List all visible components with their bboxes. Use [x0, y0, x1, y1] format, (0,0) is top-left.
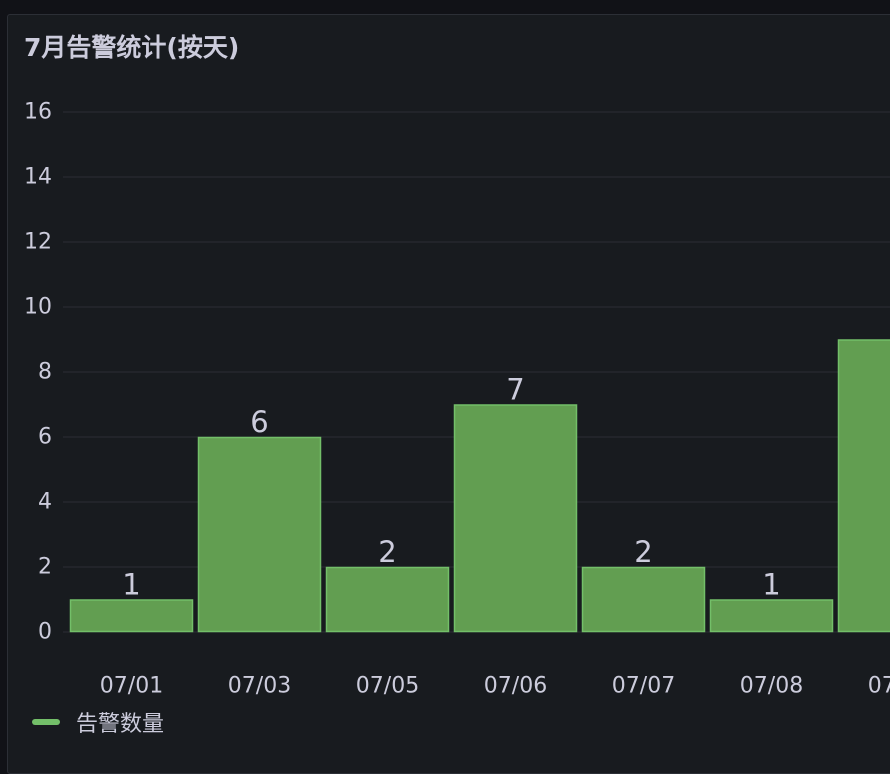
- bar-value-label: 7: [506, 373, 524, 407]
- bar[interactable]: [455, 405, 577, 632]
- y-tick-label: 10: [24, 295, 52, 320]
- bar-value-label: 2: [378, 535, 396, 569]
- x-tick-label: 07/08: [740, 674, 803, 699]
- x-axis-tick-labels: 07/01 07/03 07/05 07/06 07/07 07/08 07/09: [100, 674, 890, 699]
- bar-value-label: 1: [122, 568, 140, 602]
- y-tick-label: 8: [38, 360, 52, 385]
- x-tick-label: 07/01: [100, 674, 163, 699]
- bar[interactable]: [327, 568, 449, 632]
- bar-value-label: 2: [634, 535, 652, 569]
- y-tick-label: 12: [24, 230, 52, 255]
- y-tick-label: 14: [24, 165, 52, 190]
- y-axis-tick-labels: 0 2 4 6 8 10 12 14 16: [24, 100, 52, 645]
- bar-value-label: 1: [762, 568, 780, 602]
- bar[interactable]: [199, 438, 321, 632]
- legend-swatch-alarm-count: [32, 719, 60, 725]
- bar[interactable]: [71, 600, 193, 632]
- y-tick-label: 0: [38, 620, 52, 645]
- y-tick-label: 4: [38, 490, 52, 515]
- bar[interactable]: [583, 568, 705, 632]
- y-tick-label: 6: [38, 425, 52, 450]
- legend[interactable]: 告警数量: [32, 704, 164, 740]
- y-tick-label: 16: [24, 100, 52, 125]
- bar[interactable]: [839, 340, 890, 632]
- x-tick-label: 07/06: [484, 674, 547, 699]
- x-tick-label: 07/09: [868, 674, 890, 699]
- bar-value-label: 6: [250, 405, 268, 439]
- x-tick-label: 07/07: [612, 674, 675, 699]
- y-tick-label: 2: [38, 555, 52, 580]
- bar[interactable]: [711, 600, 833, 632]
- legend-label-alarm-count[interactable]: 告警数量: [76, 706, 164, 738]
- x-tick-label: 07/05: [356, 674, 419, 699]
- x-tick-label: 07/03: [228, 674, 291, 699]
